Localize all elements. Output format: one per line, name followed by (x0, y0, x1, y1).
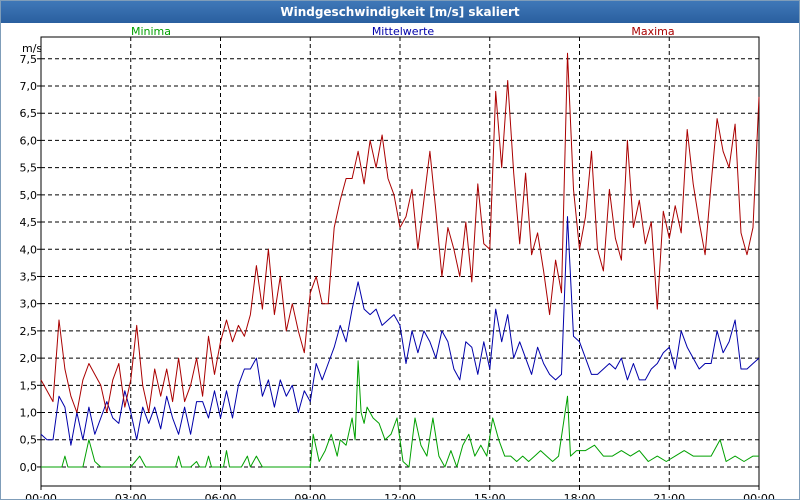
y-axis-label: m/s (22, 42, 42, 55)
legend-mittelwerte: Mittelwerte (372, 25, 435, 38)
x-tick-time: 12:00 (384, 492, 416, 499)
y-tick-label: 2,0 (20, 352, 38, 365)
series-minima-line (41, 360, 759, 468)
y-tick-label: 3,0 (20, 298, 38, 311)
y-tick-label: 6,0 (20, 134, 38, 147)
legend-minima: Minima (131, 25, 171, 38)
series-mittelwerte-line (40, 216, 760, 446)
y-tick-label: 0,0 (20, 461, 38, 474)
y-tick-label: 7,5 (20, 53, 38, 66)
x-tick-time: 09:00 (294, 492, 326, 499)
x-tick-time: 00:00 (25, 492, 57, 499)
y-tick-label: 2,5 (20, 325, 38, 338)
x-tick-time: 21:00 (653, 492, 685, 499)
x-tick-time: 00:00 (743, 492, 775, 499)
x-tick-time: 18:00 (564, 492, 596, 499)
y-tick-label: 1,0 (20, 407, 38, 420)
series-maxima-line (40, 52, 760, 413)
x-tick-time: 15:00 (474, 492, 506, 499)
y-tick-label: 0,5 (20, 434, 38, 447)
y-tick-label: 3,5 (20, 270, 38, 283)
legend-maxima: Maxima (631, 25, 674, 38)
chart-area: 0,0 0,5 1,0 1,5 2,0 2,5 3,0 3,5 4,0 4,5 5,0 5,5 6,0 6… (20, 25, 775, 499)
y-tick-label: 5,5 (20, 162, 38, 175)
y-tick-label: 1,5 (20, 379, 38, 392)
y-tick-label: 4,5 (20, 216, 38, 229)
y-tick-label: 7,0 (20, 80, 38, 93)
chart-title: Windgeschwindigkeit [m/s] skaliert (1, 1, 799, 23)
x-tick-time: 03:00 (115, 492, 147, 499)
y-tick-label: 6,5 (20, 107, 38, 120)
x-tick-time: 06:00 (205, 492, 237, 499)
y-tick-label: 4,0 (20, 243, 38, 256)
y-tick-label: 5,0 (20, 189, 38, 202)
